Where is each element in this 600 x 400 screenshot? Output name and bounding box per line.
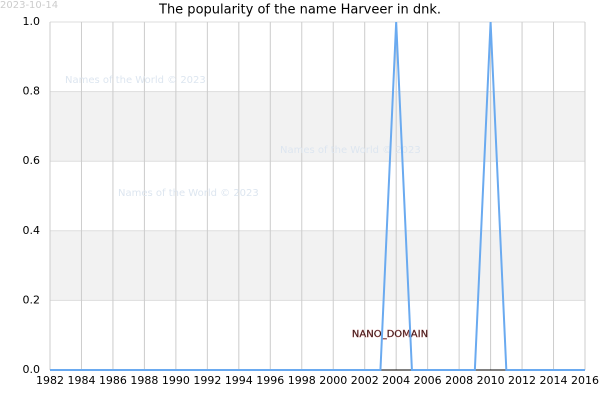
watermark: Names of the World © 2023 bbox=[118, 188, 259, 199]
date-stamp: 2023-10-14 bbox=[0, 0, 58, 11]
x-tick-label: 2016 bbox=[571, 374, 599, 387]
x-tick-label: 1998 bbox=[288, 374, 316, 387]
x-tick-label: 2000 bbox=[319, 374, 347, 387]
x-tick-label: 1990 bbox=[162, 374, 190, 387]
series-line bbox=[50, 21, 585, 371]
domain-label: NANO_DOMAIN bbox=[352, 329, 428, 340]
y-tick-label: 0.8 bbox=[23, 85, 41, 98]
y-tick-label: 0.6 bbox=[23, 154, 41, 167]
x-tick-label: 1988 bbox=[130, 374, 158, 387]
y-tick-label: 0.2 bbox=[23, 293, 41, 306]
y-tick-label: 0.0 bbox=[23, 363, 41, 376]
x-tick-label: 1992 bbox=[193, 374, 221, 387]
x-tick-label: 2012 bbox=[508, 374, 536, 387]
chart-title: The popularity of the name Harveer in dn… bbox=[158, 3, 441, 18]
watermark: Names of the World © 2023 bbox=[280, 145, 421, 156]
x-tick-label: 2002 bbox=[351, 374, 379, 387]
y-tick-label: 1.0 bbox=[23, 15, 41, 28]
watermark: Names of the World © 2023 bbox=[65, 75, 206, 86]
x-tick-label: 2010 bbox=[477, 374, 505, 387]
y-tick-label: 0.4 bbox=[23, 224, 41, 237]
x-tick-label: 2014 bbox=[540, 374, 568, 387]
x-tick-label: 2004 bbox=[382, 374, 410, 387]
x-tick-label: 1984 bbox=[67, 374, 95, 387]
x-tick-label: 1996 bbox=[256, 374, 284, 387]
x-tick-label: 1994 bbox=[225, 374, 253, 387]
grid-band bbox=[50, 230, 585, 301]
x-tick-label: 1986 bbox=[99, 374, 127, 387]
x-tick-label: 2008 bbox=[445, 374, 473, 387]
x-tick-label: 1982 bbox=[36, 374, 64, 387]
x-tick-label: 2006 bbox=[414, 374, 442, 387]
